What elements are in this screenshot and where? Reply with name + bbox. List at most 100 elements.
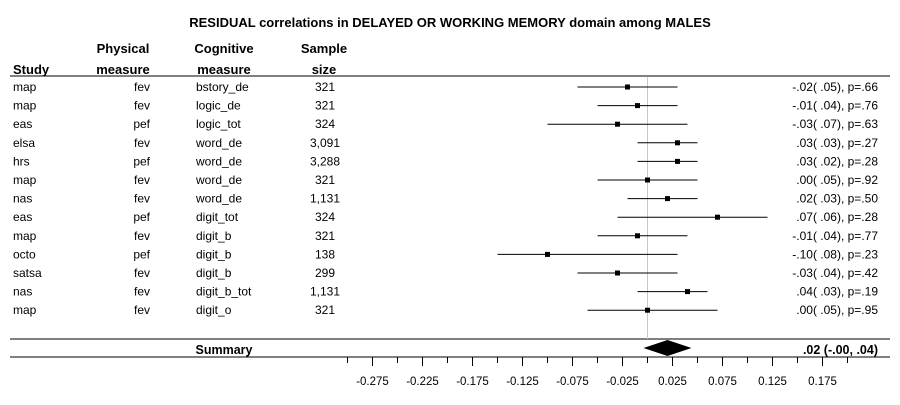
x-tick-label: 0.075: [708, 376, 737, 388]
study-row: eas pef digit_tot 324 .07( .06), p=.28: [13, 210, 878, 224]
forest-marks: [497, 77, 768, 356]
study-name: eas: [13, 117, 32, 131]
physical-measure: fev: [134, 303, 150, 317]
study-row: map fev digit_b 321 -.01( .04), p=.77: [13, 229, 878, 243]
study-name: satsa: [13, 266, 42, 280]
point-estimate: [625, 84, 630, 90]
sample-size: 1,131: [310, 285, 340, 299]
sample-size: 321: [315, 99, 335, 113]
sample-size: 321: [315, 173, 335, 187]
sample-size: 3,091: [310, 136, 340, 150]
cognitive-measure: word_de: [195, 192, 242, 206]
effect-label: .00( .05), p=.95: [796, 303, 878, 317]
study-name: map: [13, 229, 37, 243]
x-tick-label: -0.225: [406, 376, 439, 388]
x-tick-label: 0.125: [758, 376, 787, 388]
sample-size: 138: [315, 247, 335, 261]
physical-measure: fev: [134, 136, 150, 150]
physical-measure: fev: [134, 229, 150, 243]
header-cognitive-line1: Cognitive: [194, 41, 253, 56]
sample-size: 321: [315, 80, 335, 94]
point-estimate: [615, 121, 620, 127]
physical-measure: pef: [133, 117, 150, 131]
point-estimate: [685, 289, 690, 295]
physical-measure: fev: [134, 173, 150, 187]
point-estimate: [715, 214, 720, 220]
sample-size: 324: [315, 117, 335, 131]
study-row: octo pef digit_b 138 -.10( .08), p=.23: [13, 247, 878, 261]
study-name: eas: [13, 210, 32, 224]
study-name: map: [13, 99, 37, 113]
physical-measure: fev: [134, 285, 150, 299]
header-physical-line1: Physical: [97, 41, 150, 56]
effect-label: -.03( .04), p=.42: [792, 266, 878, 280]
x-axis: -0.275 -0.225 -0.175 -0.125 -0.075 -0.025 0.02…: [347, 357, 848, 388]
physical-measure: fev: [134, 266, 150, 280]
cognitive-measure: digit_b: [196, 266, 232, 280]
cognitive-measure: word_de: [195, 154, 242, 168]
effect-label: -.01( .04), p=.76: [792, 99, 878, 113]
study-row: satsa fev digit_b 299 -.03( .04), p=.42: [13, 266, 878, 280]
header-study: Study: [13, 62, 50, 77]
effect-label: -.10( .08), p=.23: [792, 247, 878, 261]
study-name: nas: [13, 285, 32, 299]
sample-size: 1,131: [310, 192, 340, 206]
study-row: elsa fev word_de 3,091 .03( .03), p=.27: [13, 136, 878, 150]
sample-size: 299: [315, 266, 335, 280]
study-row: nas fev digit_b_tot 1,131 .04( .03), p=.19: [13, 285, 878, 299]
sample-size: 3,288: [310, 154, 340, 168]
summary-value: .02 (-.00, .04): [803, 343, 878, 357]
x-tick-label: -0.025: [606, 376, 639, 388]
physical-measure: fev: [134, 192, 150, 206]
study-row: nas fev word_de 1,131 .02( .03), p=.50: [13, 192, 878, 206]
cognitive-measure: digit_o: [196, 303, 232, 317]
cognitive-measure: digit_b_tot: [196, 285, 252, 299]
x-tick-label: -0.075: [556, 376, 589, 388]
physical-measure: pef: [133, 247, 150, 261]
physical-measure: fev: [134, 80, 150, 94]
study-row: map fev bstory_de 321 -.02( .05), p=.66: [13, 80, 878, 94]
study-name: map: [13, 80, 37, 94]
effect-label: .07( .06), p=.28: [796, 210, 878, 224]
x-tick-label: -0.175: [456, 376, 489, 388]
physical-measure: pef: [133, 210, 150, 224]
study-row: map fev logic_de 321 -.01( .04), p=.76: [13, 99, 878, 113]
effect-label: .04( .03), p=.19: [796, 285, 878, 299]
physical-measure: pef: [133, 154, 150, 168]
header-physical-line2: measure: [96, 62, 149, 77]
point-estimate: [645, 307, 650, 313]
sample-size: 321: [315, 229, 335, 243]
effect-label: .03( .02), p=.28: [796, 154, 878, 168]
chart-title: RESIDUAL correlations in DELAYED OR WORK…: [189, 15, 711, 30]
study-row: eas pef logic_tot 324 -.03( .07), p=.63: [13, 117, 878, 131]
cognitive-measure: word_de: [195, 136, 242, 150]
study-name: hrs: [13, 154, 30, 168]
effect-label: .02( .03), p=.50: [796, 192, 878, 206]
study-name: map: [13, 173, 37, 187]
header-sample-line2: size: [312, 62, 337, 77]
point-estimate: [545, 251, 550, 257]
point-estimate: [615, 270, 620, 276]
study-row: hrs pef word_de 3,288 .03( .02), p=.28: [13, 154, 878, 168]
effect-label: -.03( .07), p=.63: [792, 117, 878, 131]
summary-label: Summary: [196, 343, 253, 357]
study-row: map fev word_de 321 .00( .05), p=.92: [13, 173, 878, 187]
physical-measure: fev: [134, 99, 150, 113]
cognitive-measure: word_de: [195, 173, 242, 187]
point-estimate: [635, 233, 640, 239]
sample-size: 321: [315, 303, 335, 317]
cognitive-measure: bstory_de: [196, 80, 249, 94]
cognitive-measure: digit_b: [196, 229, 232, 243]
effect-label: -.02( .05), p=.66: [792, 80, 878, 94]
effect-label: -.01( .04), p=.77: [792, 229, 878, 243]
study-name: octo: [13, 247, 36, 261]
cognitive-measure: logic_de: [196, 99, 241, 113]
summary-diamond: [643, 340, 692, 356]
header-cognitive-line2: measure: [197, 62, 250, 77]
x-tick-label: 0.175: [808, 376, 837, 388]
point-estimate: [665, 196, 670, 202]
point-estimate: [635, 103, 640, 109]
x-tick-label: 0.025: [658, 376, 687, 388]
